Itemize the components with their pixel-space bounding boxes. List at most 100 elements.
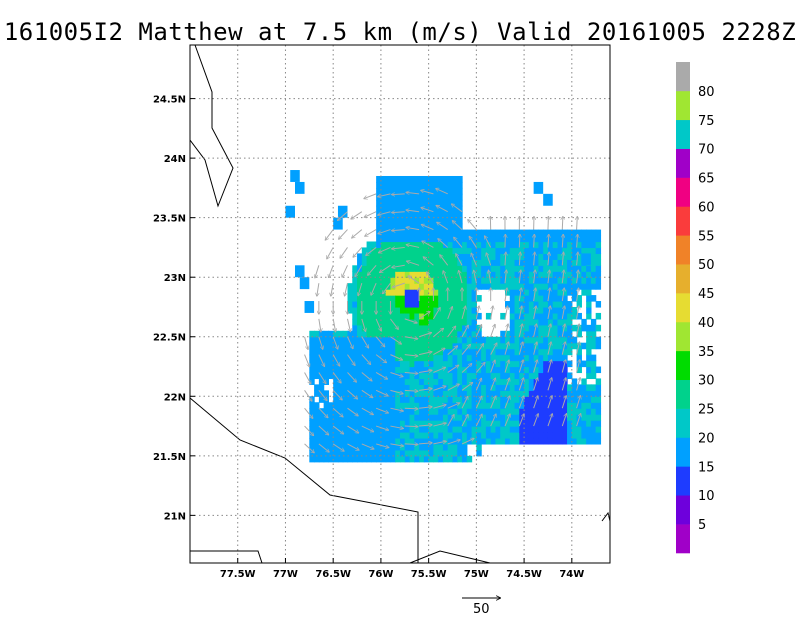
wind-cell: [447, 265, 454, 272]
wind-cell: [414, 420, 420, 427]
wind-cell: [567, 384, 573, 391]
wind-vector: [561, 360, 565, 373]
wind-cell: [528, 402, 535, 409]
wind-cell: [380, 241, 387, 249]
wind-cell: [462, 312, 468, 320]
wind-cell: [514, 318, 520, 326]
wind-cell: [333, 426, 339, 433]
wind-cell: [562, 372, 568, 380]
wind-cell: [562, 437, 568, 445]
wind-cell: [337, 396, 344, 403]
wind-vector: [547, 306, 550, 319]
wind-cell: [495, 437, 501, 445]
wind-cell: [552, 306, 559, 314]
wind-cell: [524, 408, 530, 415]
wind-cell: [543, 312, 549, 320]
wind-cell: [581, 318, 587, 326]
wind-cell: [595, 342, 602, 350]
wind-cell: [476, 342, 482, 350]
wind-cell: [414, 295, 420, 302]
wind-cell: [342, 390, 349, 397]
wind-cell: [538, 336, 544, 344]
wind-cell: [457, 283, 463, 290]
wind-cell: [347, 295, 353, 302]
wind-cell: [581, 241, 587, 249]
wind-cell: [390, 223, 396, 231]
wind-cell: [462, 301, 468, 308]
wind-cell: [495, 259, 501, 266]
wind-cell: [385, 277, 392, 284]
wind-cell: [519, 420, 525, 427]
wind-cell: [385, 295, 392, 302]
wind-cell: [409, 426, 415, 433]
wind-cell: [414, 259, 420, 266]
wind-vector: [518, 360, 523, 373]
wind-cell: [567, 372, 573, 380]
wind-vector: [392, 194, 405, 195]
wind-vector: [547, 396, 552, 409]
wind-cell: [547, 259, 554, 266]
wind-cell: [433, 306, 439, 314]
wind-cell: [400, 306, 406, 314]
wind-cell: [514, 295, 520, 302]
wind-cell: [414, 360, 420, 368]
wind-cell: [447, 455, 454, 463]
wind-cell: [466, 289, 473, 296]
wind-cell: [490, 402, 497, 409]
wind-cell: [423, 199, 430, 207]
wind-cell: [495, 402, 501, 409]
wind-cell: [390, 235, 396, 243]
wind-cell: [385, 217, 392, 225]
wind-cell: [552, 271, 559, 278]
wind-cell: [376, 396, 382, 403]
wind-cell: [385, 235, 392, 243]
wind-cell: [538, 408, 544, 415]
wind-cell: [414, 229, 420, 237]
wind-cell: [495, 384, 501, 391]
wind-cell: [357, 312, 363, 320]
wind-cell: [447, 247, 454, 254]
wind-cell: [471, 318, 477, 326]
wind-cell: [509, 360, 516, 368]
wind-vector: [432, 308, 440, 320]
wind-cell: [295, 181, 305, 194]
wind-cell: [390, 271, 396, 278]
wind-vector: [421, 208, 434, 213]
wind-cell: [414, 336, 420, 344]
wind-cell: [514, 289, 520, 296]
wind-cell: [428, 187, 435, 195]
wind-cell: [581, 324, 587, 332]
wind-cell: [533, 420, 540, 427]
wind-cell: [500, 330, 506, 338]
wind-cell: [481, 277, 487, 284]
wind-cell: [357, 324, 363, 332]
wind-cell: [533, 259, 540, 266]
wind-cell: [552, 348, 559, 356]
wind-cell: [400, 211, 406, 219]
wind-cell: [524, 330, 530, 338]
wind-cell: [400, 354, 406, 362]
wind-cell: [562, 324, 568, 332]
wind-vector: [406, 192, 420, 193]
wind-cell: [490, 408, 497, 415]
wind-cell: [562, 318, 568, 326]
wind-cell: [500, 360, 506, 368]
wind-cell: [423, 354, 430, 362]
wind-cell: [547, 235, 554, 243]
wind-vector: [304, 425, 314, 435]
wind-cell: [452, 366, 458, 374]
wind-cell: [447, 330, 454, 338]
wind-cell: [547, 301, 554, 308]
wind-cell: [314, 366, 320, 374]
wind-cell: [514, 265, 520, 272]
wind-cell: [595, 247, 602, 254]
wind-cell: [352, 449, 358, 457]
wind-cell: [390, 455, 396, 463]
wind-cell: [423, 396, 430, 403]
wind-cell: [547, 432, 554, 439]
wind-cell: [485, 402, 492, 409]
coastlines: [190, 45, 610, 563]
wind-vector: [533, 360, 538, 373]
wind-cell: [328, 372, 334, 380]
